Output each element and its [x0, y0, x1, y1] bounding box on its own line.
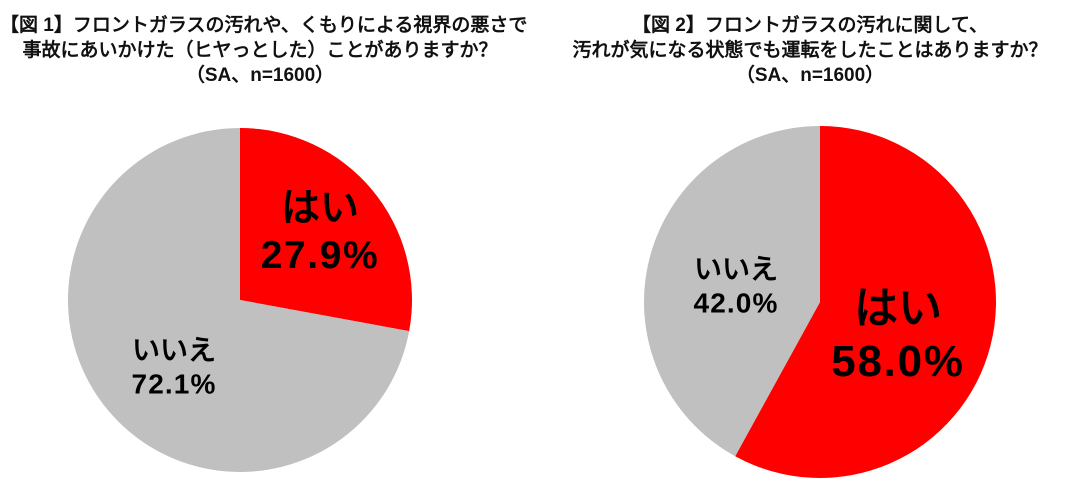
pie-figure-1 — [67, 128, 412, 472]
slice-category-label: いいえ — [131, 334, 216, 366]
figure1-title: 【図 1】フロントガラスの汚れや、くもりによる視界の悪さで 事故にあいかけた（ヒ… — [0, 13, 528, 88]
figure2-title: 【図 2】フロントガラスの汚れに関して、 汚れが気になる状態でも運転をしたことは… — [550, 13, 1070, 88]
figure2-title-line2: 汚れが気になる状態でも運転をしたことはありますか？ — [572, 40, 1048, 61]
pie-figure-2 — [643, 126, 996, 479]
slice-percent-value: 27.9% — [260, 234, 380, 277]
figure2-title-line1: 【図 2】フロントガラスの汚れに関して、 — [632, 15, 988, 36]
pie-2-slice-2 — [643, 126, 820, 457]
figure1-sample-note: （SA、n=1600） — [185, 65, 335, 86]
figure2-sample-note: （SA、n=1600） — [735, 65, 885, 86]
pie-1-slice-2-label: いいえ 72.1% — [132, 333, 217, 400]
pie-2-slice-2-label: いいえ 42.0% — [694, 252, 779, 319]
pie-1-slice-1 — [240, 128, 412, 332]
pie-1-slice-2 — [67, 128, 410, 472]
slice-percent-value: 58.0% — [831, 337, 965, 386]
slice-percent-value: 42.0% — [693, 287, 779, 318]
slice-category-label: いいえ — [693, 253, 778, 285]
pie-1-slice-1-label: はい 27.9% — [261, 186, 379, 280]
figure1-title-line2: 事故にあいかけた（ヒヤっとした）ことがありますか？ — [22, 40, 498, 61]
slice-category-label: はい — [854, 284, 942, 334]
slice-percent-value: 72.1% — [131, 368, 217, 399]
pie-2-slice-1 — [735, 126, 996, 479]
slice-category-label: はい — [280, 187, 360, 231]
pie-2-slice-1-label: はい 58.0% — [831, 283, 965, 389]
figure1-title-line1: 【図 1】フロントガラスの汚れや、くもりによる視界の悪さで — [0, 15, 528, 36]
